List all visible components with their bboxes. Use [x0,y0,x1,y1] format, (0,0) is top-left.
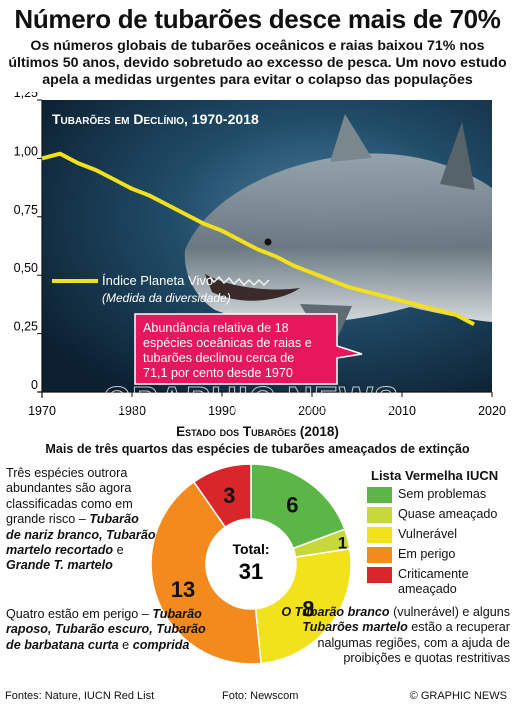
legend-label: Em perigo [398,547,456,561]
section-title: Estado dos Tubarões (2018) [176,424,339,439]
note-left-bottom: Quatro estão em perigo – Tubarão raposo,… [6,607,206,652]
legend-item-quase-ameaçado: Quase ameaçado [367,507,507,523]
legend-item-vulnerável: Vulnerável [367,527,507,543]
note-right-bottom: O Tubarão branco (vulnerável) e alguns T… [281,605,510,666]
watermark: GRAPHIC NEWS [103,379,399,420]
y-tick-label: 1,25 [14,92,38,100]
y-tick-label: 1,00 [14,144,38,158]
donut-center-label: Total: [232,541,269,557]
shark-illustration [184,114,492,354]
legend-title: Lista Vermelha IUCN [371,468,499,483]
donut-chart: 6 1 8 13 3 Total: 31 [150,464,352,665]
y-tick-label: 0,25 [14,320,38,334]
line-chart: 0 0,25 0,50 0,75 1,00 1,25 1970 1980 1990 2000 20… [14,92,506,420]
legend-label: Criticamente ameaçado [398,567,469,596]
legend-series-note: (Medida da diversidade) [102,291,231,305]
legend-item-sem-problemas: Sem problemas [367,487,507,503]
legend-item-em-perigo: Em perigo [367,547,507,563]
annotation-box: Abundância relativa de 18 espécies oceâni… [134,313,363,385]
section-subtitle: Mais de três quartos das espécies de tub… [45,442,470,456]
x-tick-label: 2010 [388,404,416,418]
x-tick-label: 2020 [478,404,506,418]
x-tick-label: 1990 [208,404,236,418]
donut-value-label: 13 [171,577,195,602]
legend-swatch [367,527,392,543]
legend-series-label: Índice Planeta Vivo [102,273,213,288]
chart-title: Tubarões em Declínio, 1970-2018 [52,111,259,127]
donut-slice-em-perigo [150,480,262,665]
donut-slice-sem-problemas [250,464,346,550]
donut-slice-vulnerável [254,548,352,665]
page-subtitle: Os números globais de tubarões oceânicos… [8,38,507,88]
legend-label: Quase ameaçado [398,507,498,521]
note-left-top: Três espécies outrora abundantes são ago… [6,466,156,573]
footer-sources: Fontes: Nature, IUCN Red List [5,690,155,702]
legend-item-criticamente-ameaçado: Criticamente ameaçado [367,567,507,597]
y-tick-label: 0 [31,378,38,392]
donut-value-label: 3 [223,483,235,508]
legend-swatch [367,567,392,583]
donut-slice-criticamente-ameaçado [192,464,252,529]
donut-value-label: 8 [302,596,314,621]
x-tick-label: 1970 [28,404,56,418]
footer-photo: Foto: Newscom [222,690,299,702]
footer-credit: © GRAPHIC NEWS [409,690,507,702]
y-tick-label: 0,50 [14,261,38,275]
donut-center-value: 31 [239,559,263,584]
legend-label: Vulnerável [398,527,458,541]
x-tick-label: 1980 [118,404,146,418]
page-title: Número de tubarões desce mais de 70% [14,4,501,34]
legend-label: Sem problemas [398,487,487,501]
annotation-text: Abundância relativa de 18 espécies oceâni… [143,321,312,380]
legend-swatch [367,547,392,563]
y-tick-label: 0,75 [14,203,38,217]
y-axis: 0 0,25 0,50 0,75 1,00 1,25 [14,92,43,398]
legend-swatch [367,507,392,523]
x-axis: 1970 1980 1990 2000 2010 2020 [28,391,506,418]
series-line-indice-planeta-vivo [41,151,475,327]
x-tick-label: 2000 [298,404,326,418]
legend-swatch [367,487,392,503]
donut-value-label: 6 [286,492,298,517]
donut-value-label: 1 [338,533,347,552]
